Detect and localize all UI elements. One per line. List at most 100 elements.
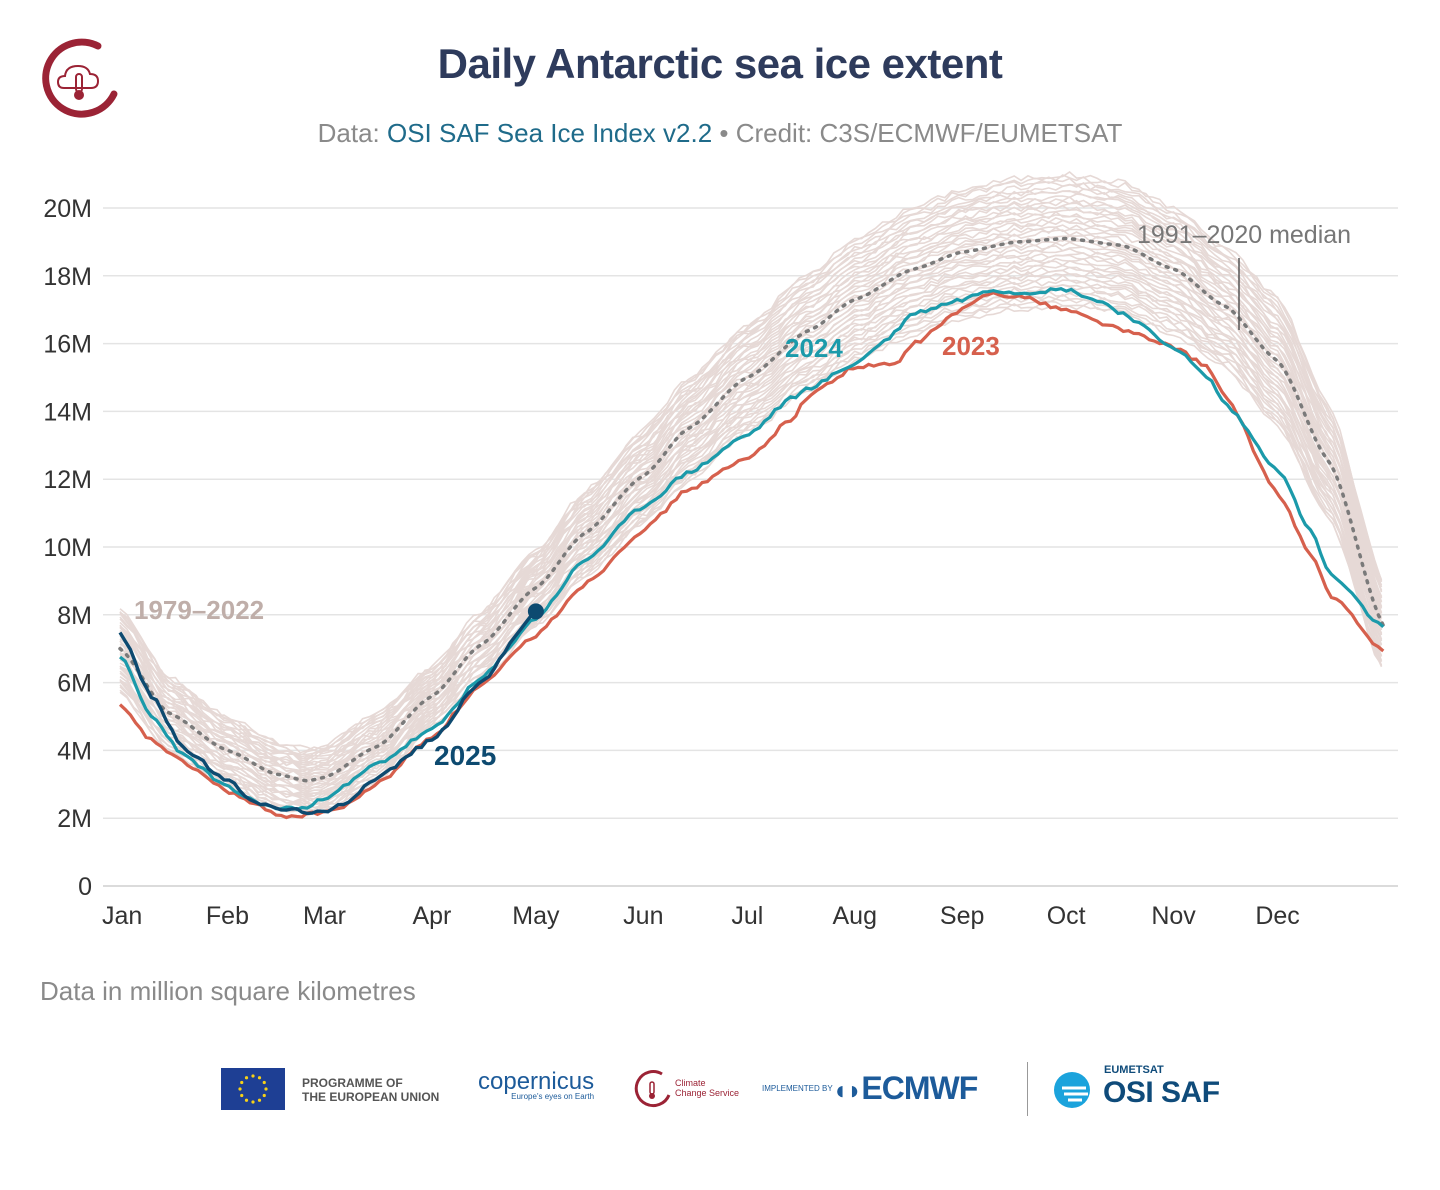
- historical-line: [119, 193, 1383, 762]
- historical-line: [119, 234, 1383, 784]
- x-tick-label: Feb: [206, 902, 249, 930]
- historical-line: [119, 264, 1383, 796]
- x-tick-label: Mar: [303, 902, 346, 930]
- eu-star: [262, 1093, 266, 1098]
- eu-star: [264, 1087, 268, 1091]
- historical-lines-1979-2022: [119, 170, 1383, 817]
- footer-logos: PROGRAMME OF THE EUROPEAN UNION copernic…: [0, 1060, 1440, 1120]
- ccs-text-line-1: Climate: [675, 1078, 706, 1088]
- historical-line: [119, 170, 1383, 752]
- historical-line: [119, 188, 1383, 760]
- ecmwf-waves-icon: ◖◗: [832, 1075, 862, 1105]
- y-tick-label: 16M: [43, 331, 92, 359]
- eu-programme-text: PROGRAMME OF THE EUROPEAN UNION: [302, 1076, 439, 1104]
- ccs-text-line-2: Change Service: [675, 1088, 740, 1098]
- historical-line: [119, 226, 1383, 777]
- historical-line: [119, 214, 1383, 774]
- x-tick-label: May: [512, 902, 560, 930]
- eu-star: [257, 1098, 262, 1102]
- implemented-by-text: IMPLEMENTED BY: [762, 1084, 833, 1093]
- y-tick-label: 2M: [57, 805, 92, 833]
- data-source-link[interactable]: OSI SAF Sea Ice Index v2.2: [386, 118, 713, 148]
- historical-line: [119, 224, 1383, 778]
- historical-line: [119, 202, 1383, 766]
- chart-subtitle: Data: OSI SAF Sea Ice Index v2.2 • Credi…: [0, 118, 1440, 149]
- y-tick-label: 6M: [57, 670, 92, 698]
- ecmwf-logo: ◖◗ECMWF: [832, 1070, 978, 1107]
- eu-star: [240, 1080, 244, 1085]
- historical-line: [119, 293, 1383, 812]
- eu-text-line-1: PROGRAMME OF: [302, 1076, 403, 1090]
- x-tick-label: Sep: [940, 902, 984, 930]
- y-tick-label: 0: [78, 873, 92, 901]
- historical-line: [119, 208, 1383, 769]
- series-line-1991-2020-median: [118, 236, 1386, 783]
- osi-saf-text: OSI SAF: [1103, 1076, 1220, 1109]
- osi-saf-globe-icon: [1054, 1072, 1090, 1108]
- copernicus-tagline: Europe's eyes on Earth: [511, 1092, 595, 1101]
- historical-line: [119, 177, 1383, 756]
- historical-line: [119, 204, 1383, 770]
- eu-star: [251, 1100, 255, 1104]
- historical-line: [119, 288, 1383, 809]
- label-median: 1991–2020 median: [1137, 221, 1351, 249]
- ecmwf-text: ECMWF: [861, 1070, 978, 1106]
- historical-line: [119, 257, 1383, 794]
- annotation-labels: 1979–2022 1991–2020 median 2024 2023 2025: [134, 221, 1351, 771]
- series-layer: [118, 236, 1386, 820]
- tick-labels: 0 2M 4M 6M 8M 10M 12M 14M 16M 18M 20M Jan Feb Mar Apr M…: [43, 195, 1299, 930]
- historical-line: [119, 266, 1383, 798]
- historical-line: [119, 217, 1383, 773]
- footer-divider: [1027, 1062, 1028, 1116]
- copernicus-c-icon: c: [478, 1068, 490, 1095]
- subtitle-prefix: Data:: [317, 118, 387, 148]
- eu-star: [257, 1076, 262, 1080]
- historical-line: [119, 184, 1383, 758]
- y-tick-label: 18M: [43, 263, 92, 291]
- eu-star: [262, 1080, 266, 1085]
- historical-line: [119, 174, 1383, 754]
- eumetsat-text: EUMETSAT: [1104, 1064, 1164, 1076]
- eu-text-line-2: THE EUROPEAN UNION: [302, 1090, 440, 1104]
- copernicus-logo: copernicus Europe's eyes on Earth: [478, 1068, 594, 1101]
- historical-line: [119, 274, 1383, 803]
- series-2025-endpoint: [527, 603, 544, 620]
- historical-line: [119, 269, 1383, 797]
- x-tick-label: Oct: [1047, 902, 1086, 930]
- series-line-2024: [119, 287, 1385, 812]
- x-tick-label: Aug: [832, 902, 876, 930]
- historical-line: [119, 238, 1383, 784]
- ccs-text: Climate Change Service: [675, 1078, 739, 1098]
- y-tick-label: 20M: [43, 195, 92, 223]
- historical-line: [119, 300, 1383, 815]
- eu-flag-logo: [221, 1068, 285, 1110]
- historical-line: [119, 245, 1383, 787]
- chart-area: 0 2M 4M 6M 8M 10M 12M 14M 16M 18M 20M Jan Feb Mar Apr M…: [43, 170, 1398, 930]
- eu-stars-icon: [238, 1074, 268, 1104]
- x-tick-label: Jul: [731, 902, 763, 930]
- historical-line: [119, 219, 1383, 775]
- subtitle-credit: • Credit: C3S/ECMWF/EUMETSAT: [712, 118, 1123, 148]
- historical-line: [119, 290, 1383, 809]
- y-tick-label: 12M: [43, 466, 92, 494]
- historical-line: [119, 247, 1383, 789]
- eu-star: [244, 1076, 249, 1080]
- label-2023: 2023: [942, 331, 1000, 361]
- y-tick-label: 8M: [57, 602, 92, 630]
- c3s-logo: [42, 38, 118, 118]
- chart-title: Daily Antarctic sea ice extent: [437, 40, 1003, 87]
- series-line-2025: [118, 610, 537, 816]
- y-tick-label: 14M: [43, 398, 92, 426]
- historical-line: [119, 260, 1383, 797]
- x-tick-label: Jun: [623, 902, 663, 930]
- x-tick-label: Dec: [1255, 902, 1299, 930]
- y-tick-label: 4M: [57, 737, 92, 765]
- eu-star: [238, 1087, 242, 1091]
- historical-line: [119, 196, 1383, 765]
- historical-line: [119, 273, 1383, 800]
- x-tick-label: Nov: [1151, 902, 1196, 930]
- copernicus-text: opernicus: [490, 1068, 595, 1095]
- historical-line: [119, 229, 1383, 780]
- x-tick-label: Jan: [102, 902, 142, 930]
- x-tick-label: Apr: [412, 902, 451, 930]
